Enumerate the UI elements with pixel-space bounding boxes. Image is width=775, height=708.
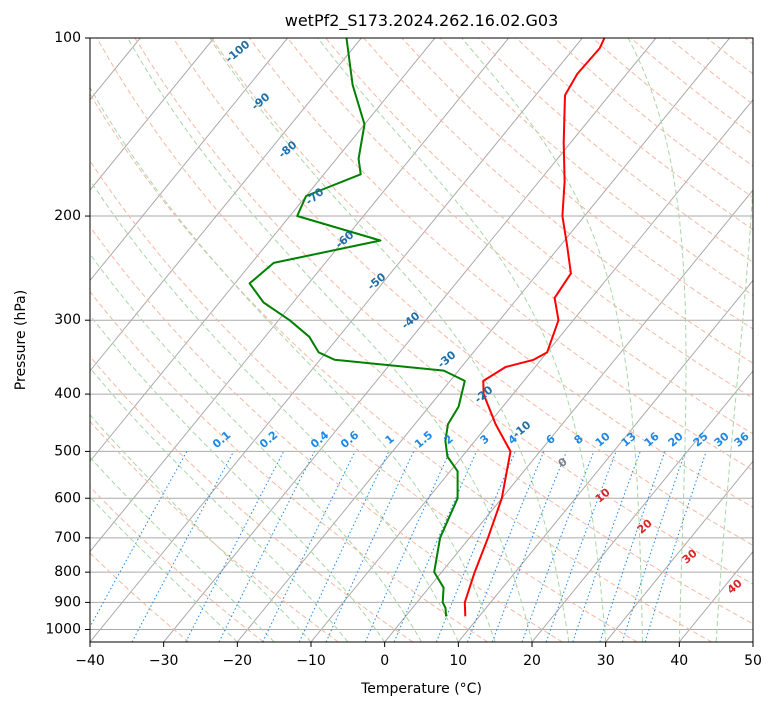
moist-adiabat-line [90,86,496,642]
dry-adiabat-line [90,290,488,642]
moist-adiabat-line [715,177,753,642]
isotherm-line [90,38,583,642]
isotherm-line [90,38,362,372]
chart-title: wetPf2_S173.2024.262.16.02.G03 [285,11,559,31]
moist-adiabat-line [461,38,643,642]
y-axis-title: Pressure (hPa) [13,290,29,390]
x-tick-label: 30 [597,653,615,669]
mixing-ratio-line [599,451,666,642]
dry-adiabat-line [134,38,753,585]
isotherm-line [90,38,436,463]
mixing-ratio-line [218,451,315,642]
mixing-ratio-line [521,451,595,642]
mixing-ratio-line [572,451,641,642]
x-tick-label: −10 [296,653,326,669]
y-tick-label: 200 [54,208,81,224]
y-tick-label: 700 [54,530,81,546]
dry-adiabat-line [90,355,414,642]
dry-adiabat-line [439,38,753,296]
y-tick-label: 800 [54,564,81,580]
dry-adiabat-line [248,38,753,471]
temperature-profile-line [463,38,606,617]
isotherm-line [90,38,288,282]
moist-adiabat-line [90,456,275,642]
moist-adiabat-line [90,253,422,642]
dry-adiabat-line [90,420,339,642]
y-tick-label: 500 [54,443,81,459]
y-tick-label: 300 [54,312,81,328]
x-tick-label: −20 [223,653,253,669]
moist-adiabat-line [127,38,533,642]
y-tick-label: 100 [54,30,81,46]
mixing-ratio-line [545,451,617,642]
isotherm-line [90,38,215,191]
mixing-ratio-line [644,451,707,642]
dry-adiabat-line [90,159,638,642]
background-lines [90,38,753,642]
y-tick-label: 600 [54,490,81,506]
isotherm-line [531,370,753,642]
x-tick-label: −30 [149,653,179,669]
dry-adiabat-line [96,38,753,625]
x-axis: −40 −30 −20 −10 0 10 20 30 40 50 [75,642,762,669]
mixing-ratio-line [90,451,188,628]
moist-adiabat-line [317,38,607,642]
x-tick-label: 20 [523,653,541,669]
moist-adiabat-line [90,414,312,642]
moist-adiabat-line [627,38,687,642]
x-tick-label: 50 [744,653,762,669]
mixing-ratio-line [131,451,235,642]
mixing-ratio-line [364,451,451,642]
dry-adiabat-line [90,225,563,642]
x-tick-label: −40 [75,653,105,669]
dry-adiabat-line [363,38,753,364]
isotherm-line [457,279,753,642]
mixing-ratio-line [621,451,686,642]
plot-frame [89,37,754,643]
dry-adiabat-line [210,38,753,508]
moist-adiabat-line [90,314,386,642]
series-lines [248,38,606,617]
x-tick-label: 10 [449,653,467,669]
mixing-ratio-line [467,451,545,642]
moist-adiabat-line [90,496,238,642]
dry-adiabat-line [325,38,753,399]
isotherm-line [90,38,509,553]
isotherm-line [163,38,657,642]
mixing-ratio-line [491,451,568,642]
y-tick-label: 900 [54,594,81,610]
y-axis: 100 200 300 400 500 600 700 800 900 1000 [45,30,90,638]
dry-adiabat-line [90,552,190,642]
mixing-ratio-line [435,451,516,642]
y-tick-label: 1000 [45,622,81,638]
moist-adiabat-line [209,38,570,642]
dewpoint-profile-line [248,38,466,617]
isotherm-line [605,460,753,642]
x-axis-title: Temperature (°C) [360,681,482,697]
x-tick-label: 0 [380,653,389,669]
isotherm-line [236,38,730,642]
isotherm-line [384,189,753,642]
x-tick-label: 40 [670,653,688,669]
moist-adiabat-line [90,179,459,642]
y-tick-label: 400 [54,386,81,402]
